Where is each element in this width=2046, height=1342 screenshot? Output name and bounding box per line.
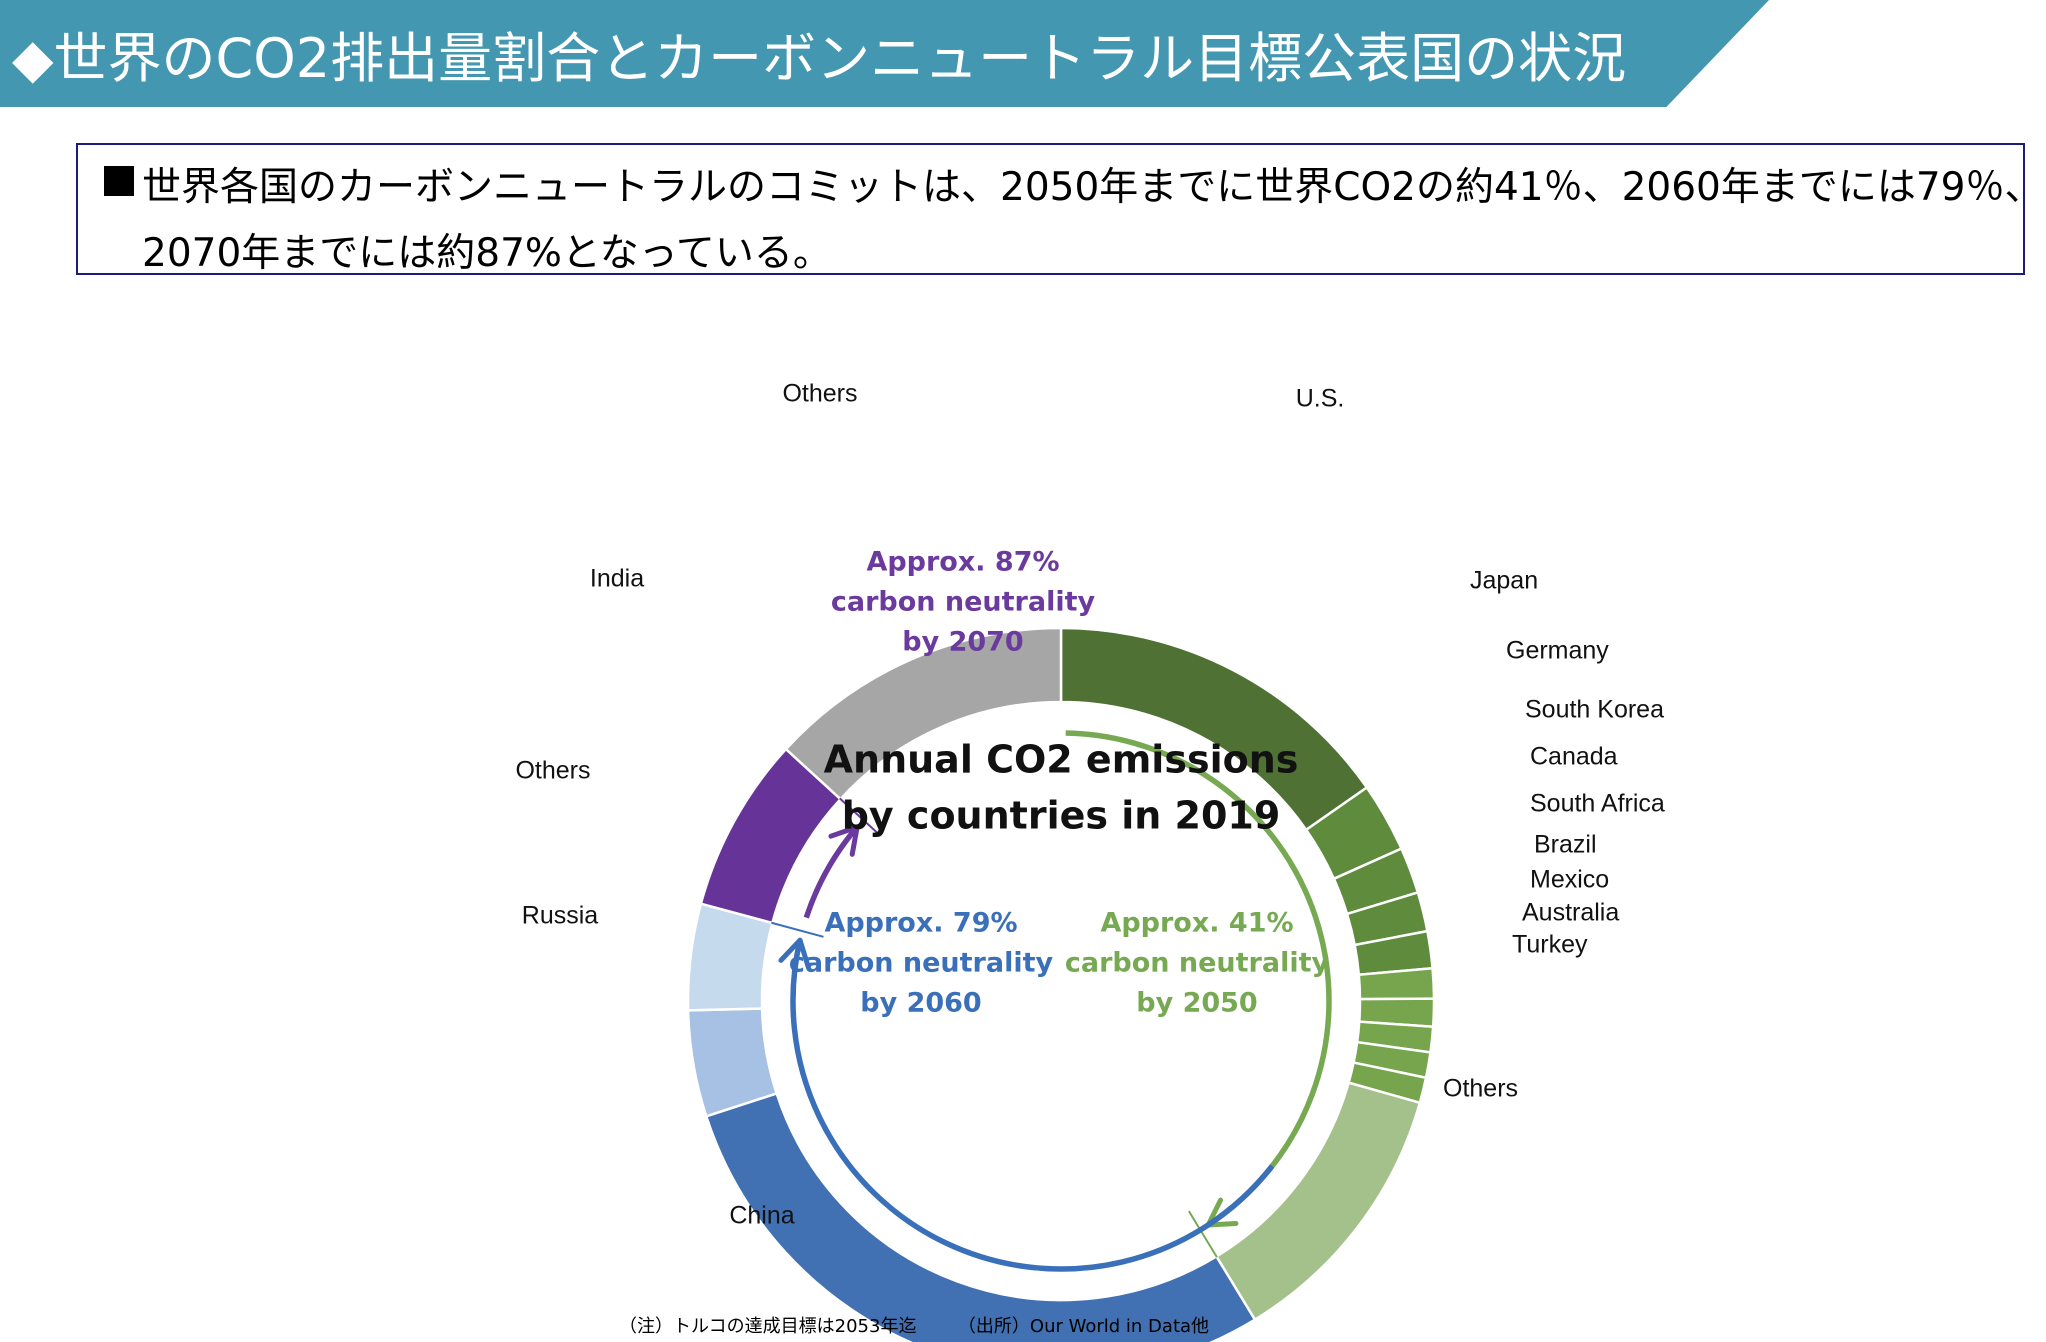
annotation-2070-line2: carbon neutrality xyxy=(831,587,1096,618)
footnote: （注）トルコの達成目標は2053年迄 （出所）Our World in Data… xyxy=(619,1312,1209,1338)
page-title: ◆世界のCO2排出量割合とカーボンニュートラル目標公表国の状況 xyxy=(12,27,1627,90)
title-banner xyxy=(0,0,1769,107)
annotation-2050-line3: by 2050 xyxy=(1136,988,1257,1019)
segment-label: India xyxy=(590,565,644,593)
summary-box xyxy=(76,143,2025,275)
segment-label: Others xyxy=(782,380,857,408)
segment-label: China xyxy=(729,1202,794,1230)
summary-line-2: 2070年までには約87%となっている。 xyxy=(142,231,832,276)
donut-segment-south-africa xyxy=(1357,966,1436,1001)
footnote-source: （出所）Our World in Data他 xyxy=(957,1316,1210,1337)
annotation-2060-line3: by 2060 xyxy=(860,988,981,1019)
annotation-2050-line1: Approx. 41% xyxy=(1100,908,1293,939)
annotation-2060-line2: carbon neutrality xyxy=(789,948,1054,979)
annotation-2050-line2: carbon neutrality xyxy=(1065,948,1330,979)
segment-label: Canada xyxy=(1530,743,1618,771)
tick-2060 xyxy=(771,921,824,938)
segment-label: South Africa xyxy=(1530,790,1665,818)
arrow-2060 xyxy=(790,939,1275,1272)
square-bullet-icon xyxy=(104,166,134,196)
arrow-2050 xyxy=(1065,730,1332,1228)
segment-label: Others xyxy=(515,757,590,785)
segment-label: Japan xyxy=(1470,567,1538,595)
segment-label: U.S. xyxy=(1296,385,1345,413)
arrow-2060-head xyxy=(778,937,811,970)
tick-2070 xyxy=(839,797,881,836)
segment-label: Mexico xyxy=(1530,866,1609,894)
segment-label: Turkey xyxy=(1512,931,1588,959)
donut-segment-others xyxy=(1214,1081,1422,1322)
annotation-2070-line1: Approx. 87% xyxy=(866,547,1059,578)
arrow-2070-head xyxy=(828,824,860,857)
tick-2050 xyxy=(1188,1210,1218,1258)
segment-label: Australia xyxy=(1522,899,1619,927)
donut-segment-others xyxy=(784,626,1063,801)
arrow-2070 xyxy=(803,825,860,919)
chart-title-line-1: Annual CO2 emissions xyxy=(824,738,1299,782)
chart-title-line-2: by countries in 2019 xyxy=(842,794,1281,838)
summary-line-1: 世界各国のカーボンニュートラルのコミットは、2050年までに世界CO2の約41％… xyxy=(142,165,2044,210)
annotation-2070-line3: by 2070 xyxy=(902,627,1023,658)
segment-label: Russia xyxy=(522,902,599,930)
segment-label: Germany xyxy=(1506,637,1609,665)
footnote-note: （注）トルコの達成目標は2053年迄 xyxy=(619,1316,917,1337)
segment-label: South Korea xyxy=(1525,696,1664,724)
annotation-2060-line1: Approx. 79% xyxy=(824,908,1017,939)
segment-label: Brazil xyxy=(1534,831,1597,859)
segment-label: Others xyxy=(1443,1075,1518,1103)
